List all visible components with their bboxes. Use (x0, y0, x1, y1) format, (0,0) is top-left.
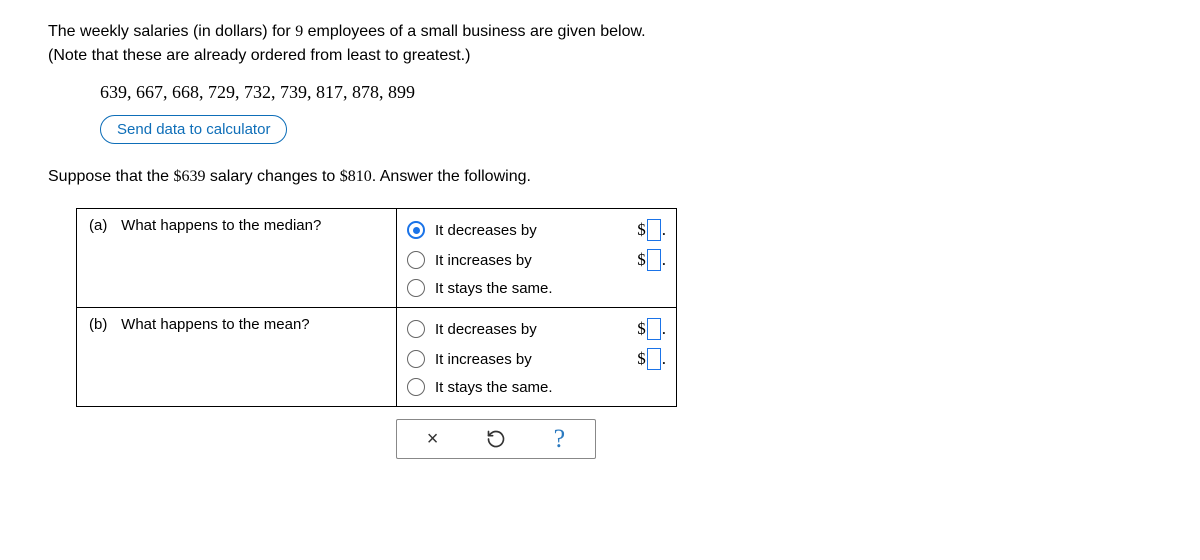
input-b-decrease[interactable] (647, 318, 661, 340)
period: . (662, 250, 666, 270)
period: . (662, 349, 666, 369)
question-b-cell: (b) What happens to the mean? (77, 308, 397, 407)
option-a-increase[interactable]: It increases by $. (407, 245, 666, 275)
intro-text: The weekly salaries (in dollars) for 9 e… (48, 20, 1152, 68)
option-a-decrease[interactable]: It decreases by $. (407, 215, 666, 245)
label-a-decrease: It decreases by (435, 222, 537, 239)
label-a-increase: It increases by (435, 252, 532, 269)
option-a-same[interactable]: It stays the same. (407, 275, 666, 301)
suppose-a: Suppose that the (48, 168, 173, 185)
period: . (662, 220, 666, 240)
label-b-increase: It increases by (435, 351, 532, 368)
reset-icon[interactable] (486, 429, 506, 449)
dollar-sign: $ (637, 220, 646, 240)
intro-line1a: The weekly salaries (in dollars) for (48, 23, 295, 40)
option-b-same[interactable]: It stays the same. (407, 374, 666, 400)
new-salary: $810 (340, 168, 372, 185)
radio-b-same[interactable] (407, 378, 425, 396)
label-b-same: It stays the same. (435, 379, 553, 396)
radio-a-increase[interactable] (407, 251, 425, 269)
dollar-sign: $ (637, 319, 646, 339)
help-icon[interactable]: ? (554, 424, 566, 454)
radio-a-decrease[interactable] (407, 221, 425, 239)
label-b-decrease: It decreases by (435, 321, 537, 338)
question-a-text: What happens to the median? (121, 217, 321, 234)
period: . (662, 319, 666, 339)
employee-count: 9 (295, 23, 303, 40)
radio-b-decrease[interactable] (407, 320, 425, 338)
question-a-letter: (a) (89, 217, 117, 234)
question-b-letter: (b) (89, 316, 117, 333)
input-b-increase[interactable] (647, 348, 661, 370)
suppose-text: Suppose that the $639 salary changes to … (48, 168, 1152, 186)
dollar-sign: $ (637, 250, 646, 270)
question-table: (a) What happens to the median? It decre… (76, 208, 677, 407)
intro-line2: (Note that these are already ordered fro… (48, 47, 470, 64)
clear-icon[interactable]: × (427, 428, 439, 451)
question-b-text: What happens to the mean? (121, 316, 309, 333)
action-toolbar: × ? (396, 419, 596, 459)
question-a-cell: (a) What happens to the median? (77, 209, 397, 308)
suppose-c: . Answer the following. (372, 168, 531, 185)
input-a-decrease[interactable] (647, 219, 661, 241)
option-b-increase[interactable]: It increases by $. (407, 344, 666, 374)
option-b-decrease[interactable]: It decreases by $. (407, 314, 666, 344)
intro-line1b: employees of a small business are given … (303, 23, 645, 40)
answer-b-cell: It decreases by $. It increases by $. It… (397, 308, 677, 407)
input-a-increase[interactable] (647, 249, 661, 271)
salary-data: 639, 667, 668, 729, 732, 739, 817, 878, … (100, 82, 1152, 103)
dollar-sign: $ (637, 349, 646, 369)
label-a-same: It stays the same. (435, 280, 553, 297)
answer-a-cell: It decreases by $. It increases by $. It… (397, 209, 677, 308)
radio-b-increase[interactable] (407, 350, 425, 368)
old-salary: $639 (173, 168, 205, 185)
suppose-b: salary changes to (205, 168, 339, 185)
send-data-button[interactable]: Send data to calculator (100, 115, 287, 144)
radio-a-same[interactable] (407, 279, 425, 297)
